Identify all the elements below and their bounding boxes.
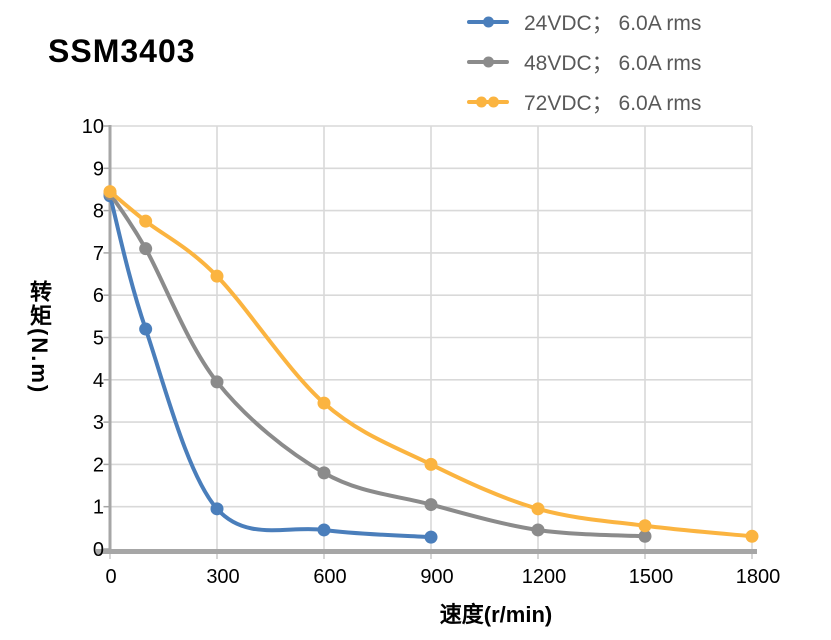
x-tick-label-1800: 1800 [736,566,781,588]
data-point-48vdc-100 [139,242,153,256]
legend-item-48vdc: 48VDC； 6.0A rms [467,42,701,82]
y-tick-label-6: 6 [93,285,104,307]
y-tick-label-9: 9 [93,158,104,180]
data-point-72vdc-0 [103,185,117,199]
legend-label: 48VDC； 6.0A rms [524,52,702,75]
data-point-24vdc-300 [210,502,224,516]
x-tick-label-1500: 1500 [629,566,674,588]
legend-dot-icon [483,16,494,28]
x-tick-label-1200: 1200 [522,566,567,588]
data-point-72vdc-900 [424,457,438,471]
data-point-72vdc-300 [210,269,224,283]
legend: 24VDC； 6.0A rms 48VDC； 6.0A rms 72VDC； 6.0… [467,2,701,122]
series-line-48vdc [108,191,647,539]
legend-dot-icon [488,96,499,108]
legend-line-icon [467,96,509,108]
x-tick-label-300: 300 [206,566,239,588]
y-tick-label-3: 3 [93,412,104,434]
x-tick-label-600: 600 [313,566,346,588]
data-point-72vdc-600 [317,396,331,410]
x-axis-title: 速度(r/min) [439,602,553,627]
data-point-72vdc-1800 [745,529,759,543]
chart-title: SSM3403 [48,33,196,69]
data-point-48vdc-1500 [638,529,652,543]
data-point-72vdc-1500 [638,519,652,533]
legend-dot-icon [476,96,487,108]
y-tick-label-2: 2 [93,454,104,476]
data-point-24vdc-600 [317,523,331,537]
y-tick-label-5: 5 [93,328,104,350]
legend-item-72vdc: 72VDC； 6.0A rms [467,82,701,122]
data-point-72vdc-100 [139,214,153,228]
y-tick-label-0: 0 [93,539,104,561]
data-point-48vdc-600 [317,466,331,480]
legend-line-icon [467,56,509,68]
data-point-48vdc-1200 [531,523,545,537]
y-axis-title: 转矩(N.m) [27,280,52,395]
legend-label: 72VDC； 6.0A rms [524,92,702,115]
x-tick-label-0: 0 [105,566,116,588]
data-point-24vdc-900 [424,530,438,544]
x-tick-label-900: 900 [420,566,453,588]
series-line-72vdc [108,189,754,539]
y-tick-label-4: 4 [93,370,104,392]
data-point-72vdc-1200 [531,502,545,516]
y-tick-label-10: 10 [82,116,104,138]
y-tick-label-7: 7 [93,243,104,265]
data-point-48vdc-900 [424,498,438,512]
data-point-24vdc-100 [139,322,153,336]
legend-label: 24VDC； 6.0A rms [524,12,702,35]
legend-item-24vdc: 24VDC； 6.0A rms [467,2,701,42]
data-point-48vdc-300 [210,375,224,389]
y-tick-label-8: 8 [93,201,104,223]
y-tick-label-1: 1 [93,497,104,519]
legend-dot-icon [483,56,494,68]
legend-line-icon [467,16,509,28]
series-line-24vdc [108,193,433,540]
